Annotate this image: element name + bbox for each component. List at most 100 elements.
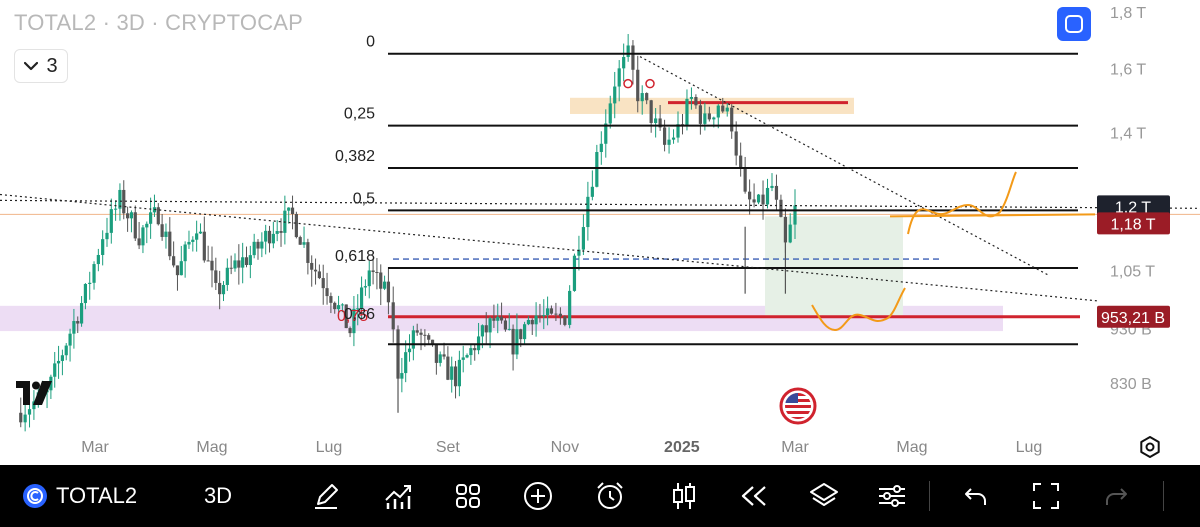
candle-body — [325, 288, 329, 297]
candle-body — [586, 196, 590, 228]
candle-body — [765, 187, 770, 205]
projection-path-lower — [811, 287, 906, 332]
candle-body — [712, 117, 716, 120]
candle-body — [141, 227, 145, 246]
undo-button[interactable] — [956, 465, 996, 527]
candle-body — [198, 231, 203, 234]
symbol-search-button[interactable]: TOTAL2 — [56, 465, 156, 527]
candle-body — [126, 213, 130, 219]
candle-body — [64, 345, 68, 356]
fullscreen-toolbar-button[interactable] — [1026, 465, 1066, 527]
resistance-orange-zone — [570, 97, 854, 114]
candle-body — [649, 100, 653, 123]
candle-body — [685, 98, 689, 126]
y-axis-tick-label: 830 B — [1110, 376, 1152, 393]
redo-button[interactable] — [1096, 465, 1136, 527]
candle-body — [549, 308, 554, 314]
candle-body — [721, 105, 725, 112]
object-tree-button[interactable] — [804, 465, 844, 527]
candle-body — [608, 103, 612, 124]
x-axis-tick-label: Mar — [781, 439, 809, 456]
candle-body — [779, 199, 783, 217]
candle-body — [32, 401, 36, 410]
candle-body — [175, 265, 180, 276]
indicators-toggle-button[interactable]: 3 — [14, 49, 68, 83]
x-axis-tick-label: Lug — [1016, 439, 1043, 456]
candle-body — [793, 205, 797, 225]
price-chart[interactable]: 0 0,25 0,382 0,5 0,618 0,750,86 1,8 T 1,6 T 1,4… — [0, 0, 1200, 465]
candle-body — [599, 143, 603, 153]
candle-body — [469, 348, 473, 356]
candle-body — [129, 212, 134, 219]
chevron-down-icon — [24, 61, 39, 71]
candle-body — [519, 329, 523, 340]
candle-body — [689, 96, 694, 99]
candle-body — [133, 212, 137, 239]
toolbar-symbol: TOTAL2 — [56, 483, 138, 508]
timeframe-button[interactable]: 3D — [192, 465, 244, 527]
candle-body — [367, 270, 371, 287]
chart-settings-icon[interactable] — [1138, 435, 1162, 459]
candle-body — [183, 244, 187, 262]
candle-body — [707, 113, 711, 120]
candle-body — [237, 260, 241, 268]
level-price-tag-bg — [1097, 305, 1170, 328]
layouts-button[interactable] — [448, 465, 488, 527]
chart-type-button[interactable] — [664, 465, 704, 527]
candle-body — [572, 255, 577, 291]
candle-body — [430, 339, 435, 345]
candle-body — [492, 318, 496, 321]
last-price-tag: 1,2 T — [1097, 195, 1170, 218]
us-flag-event-icon[interactable] — [779, 387, 817, 425]
tradingview-logo-icon — [16, 381, 52, 405]
level-price-tag-text: 953,21 B — [1101, 310, 1165, 327]
indicator-count: 3 — [46, 54, 58, 77]
alerts-button[interactable] — [590, 465, 630, 527]
candle-body — [743, 168, 747, 192]
candle-body — [56, 360, 61, 364]
candle-body — [375, 272, 379, 274]
candle-body — [382, 281, 387, 289]
fullscreen-button[interactable] — [1057, 7, 1091, 41]
candle-body — [172, 256, 176, 266]
candle-body — [344, 304, 348, 329]
candle-body — [214, 270, 218, 283]
settings-sliders-button[interactable] — [872, 465, 912, 527]
symbol-logo-button[interactable] — [18, 465, 52, 527]
y-axis-tick-label: 1,4 T — [1110, 125, 1146, 142]
replay-button[interactable] — [734, 465, 774, 527]
candle-body — [23, 414, 27, 423]
candle-body — [260, 241, 264, 249]
candlestick-icon — [673, 483, 695, 509]
fullscreen-icon — [1065, 15, 1083, 33]
candle-body — [626, 45, 630, 58]
candle-body — [109, 209, 113, 233]
candle-body — [225, 267, 229, 285]
candle-body — [202, 231, 206, 261]
bottom-toolbar: TOTAL2 3D — [0, 465, 1200, 527]
projection-path-upper — [907, 171, 1017, 235]
candle-body — [363, 286, 368, 288]
candle-body — [210, 260, 214, 271]
candle-body — [114, 208, 118, 210]
candle-body — [195, 233, 199, 240]
candle-body — [730, 107, 734, 132]
secondary-price-tag-bg — [1097, 212, 1170, 235]
candle-body — [267, 230, 272, 244]
crypto-symbol-icon — [23, 484, 47, 508]
candle-body — [530, 319, 534, 325]
candle-body — [271, 233, 275, 244]
secondary-price-tag: 1,18 T — [1097, 212, 1170, 235]
indicators-button[interactable] — [378, 465, 418, 527]
candle-body — [317, 271, 321, 279]
add-button[interactable] — [518, 465, 558, 527]
candle-body — [92, 264, 96, 283]
candle-body — [187, 241, 191, 245]
drawing-tools-button[interactable] — [306, 465, 346, 527]
candle-body — [716, 105, 720, 118]
candle-body — [676, 124, 680, 138]
candle-body — [313, 269, 318, 272]
candle-body — [19, 412, 23, 423]
fib-level-label: 0,86 — [344, 306, 375, 323]
x-axis-tick-label: Mag — [196, 439, 227, 456]
